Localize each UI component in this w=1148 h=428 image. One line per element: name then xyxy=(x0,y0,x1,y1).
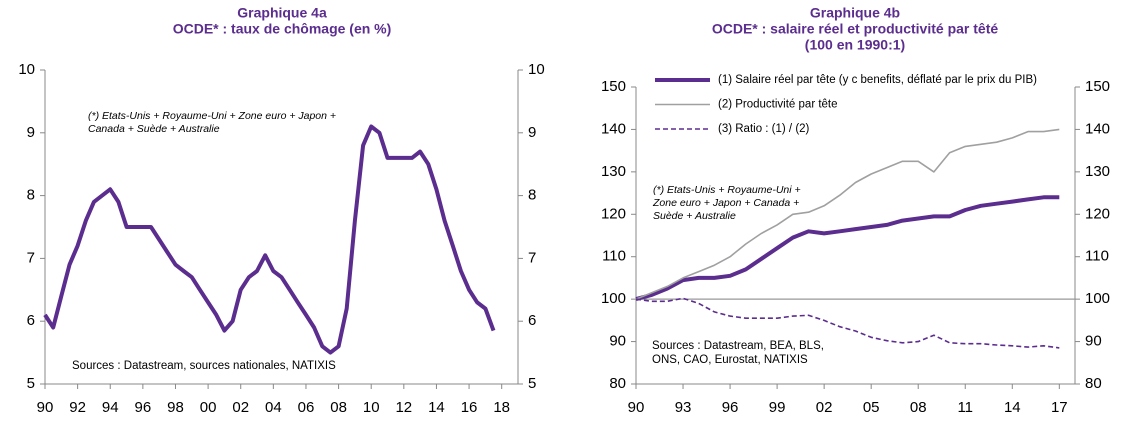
x-tick-label: 11 xyxy=(957,399,973,416)
y2-tick-label: 100 xyxy=(1085,290,1110,307)
y2-tick-label: 80 xyxy=(1085,375,1102,392)
annotation: Suède + Australie xyxy=(653,210,736,222)
legend-label: (1) Salaire réel par tête (y c benefits,… xyxy=(718,74,1037,86)
y2-tick-label: 9 xyxy=(528,124,536,141)
y-tick-label: 90 xyxy=(609,333,626,350)
source: ONS, CAO, Eurostat, NATIXIS xyxy=(652,354,808,366)
y-tick-label: 8 xyxy=(27,187,35,204)
y2-tick-label: 120 xyxy=(1085,205,1110,222)
x-tick-label: 08 xyxy=(330,399,347,416)
y2-tick-label: 7 xyxy=(528,249,536,266)
x-tick-label: 16 xyxy=(461,399,478,416)
series-line xyxy=(635,128,1060,300)
y2-tick-label: 8 xyxy=(528,187,536,204)
y-tick-label: 6 xyxy=(27,312,35,329)
y2-tick-label: 90 xyxy=(1085,333,1102,350)
series-line xyxy=(635,297,1060,349)
x-tick-label: 12 xyxy=(395,399,412,416)
y-tick-label: 7 xyxy=(27,249,35,266)
y2-tick-label: 110 xyxy=(1085,248,1109,265)
x-tick-label: 08 xyxy=(910,399,927,416)
x-tick-label: 92 xyxy=(69,399,86,416)
x-tick-label: 06 xyxy=(298,399,315,416)
x-tick-label: 90 xyxy=(37,399,54,416)
x-tick-label: 18 xyxy=(493,399,510,416)
x-tick-label: 96 xyxy=(135,399,152,416)
y2-tick-label: 6 xyxy=(528,312,536,329)
x-tick-label: 90 xyxy=(628,399,645,416)
x-tick-label: 98 xyxy=(167,399,184,416)
chart-title: OCDE* : salaire réel et productivité par… xyxy=(712,21,999,37)
x-tick-label: 94 xyxy=(102,399,119,416)
y-tick-label: 5 xyxy=(27,375,35,392)
y-tick-label: 150 xyxy=(601,78,626,95)
x-tick-label: 10 xyxy=(363,399,380,416)
y-tick-label: 9 xyxy=(27,124,35,141)
series-line xyxy=(635,195,1060,302)
x-tick-label: 02 xyxy=(232,399,249,416)
annotation: (*) Etats-Unis + Royaume-Uni + Zone euro… xyxy=(88,110,336,122)
x-tick-label: 02 xyxy=(816,399,833,416)
x-tick-label: 14 xyxy=(1004,399,1021,416)
chart-title: Graphique 4a xyxy=(237,5,327,21)
y-tick-label: 100 xyxy=(601,290,626,307)
chart-title: OCDE* : taux de chômage (en %) xyxy=(173,21,392,37)
legend-label: (2) Productivité par tête xyxy=(718,99,838,111)
annotation: (*) Etats-Unis + Royaume-Uni + xyxy=(653,184,801,196)
x-tick-label: 14 xyxy=(428,399,445,416)
x-tick-label: 17 xyxy=(1051,399,1068,416)
source: Sources : Datastream, BEA, BLS, xyxy=(652,340,824,352)
annotation: Zone euro + Japon + Canada + xyxy=(652,197,799,209)
y-tick-label: 80 xyxy=(609,375,626,392)
series-line xyxy=(43,124,496,355)
chart-title: (100 en 1990:1) xyxy=(805,37,905,53)
y2-tick-label: 150 xyxy=(1085,78,1110,95)
y-tick-label: 10 xyxy=(18,61,35,78)
x-tick-label: 05 xyxy=(863,399,880,416)
x-tick-label: 99 xyxy=(769,399,786,416)
y-tick-label: 140 xyxy=(601,120,626,137)
y2-tick-label: 10 xyxy=(528,61,545,78)
annotation: Canada + Suède + Australie xyxy=(88,123,220,135)
x-tick-label: 04 xyxy=(265,399,282,416)
x-tick-label: 93 xyxy=(675,399,692,416)
y-tick-label: 110 xyxy=(602,248,626,265)
y-tick-label: 120 xyxy=(601,205,626,222)
x-tick-label: 00 xyxy=(200,399,217,416)
y-tick-label: 130 xyxy=(601,163,626,180)
y2-tick-label: 130 xyxy=(1085,163,1110,180)
source: Sources : Datastream, sources nationales… xyxy=(72,360,336,372)
legend-label: (3) Ratio : (1) / (2) xyxy=(718,123,810,135)
chart-title: Graphique 4b xyxy=(810,5,900,21)
x-tick-label: 96 xyxy=(722,399,739,416)
y2-tick-label: 5 xyxy=(528,375,536,392)
y2-tick-label: 140 xyxy=(1085,120,1110,137)
